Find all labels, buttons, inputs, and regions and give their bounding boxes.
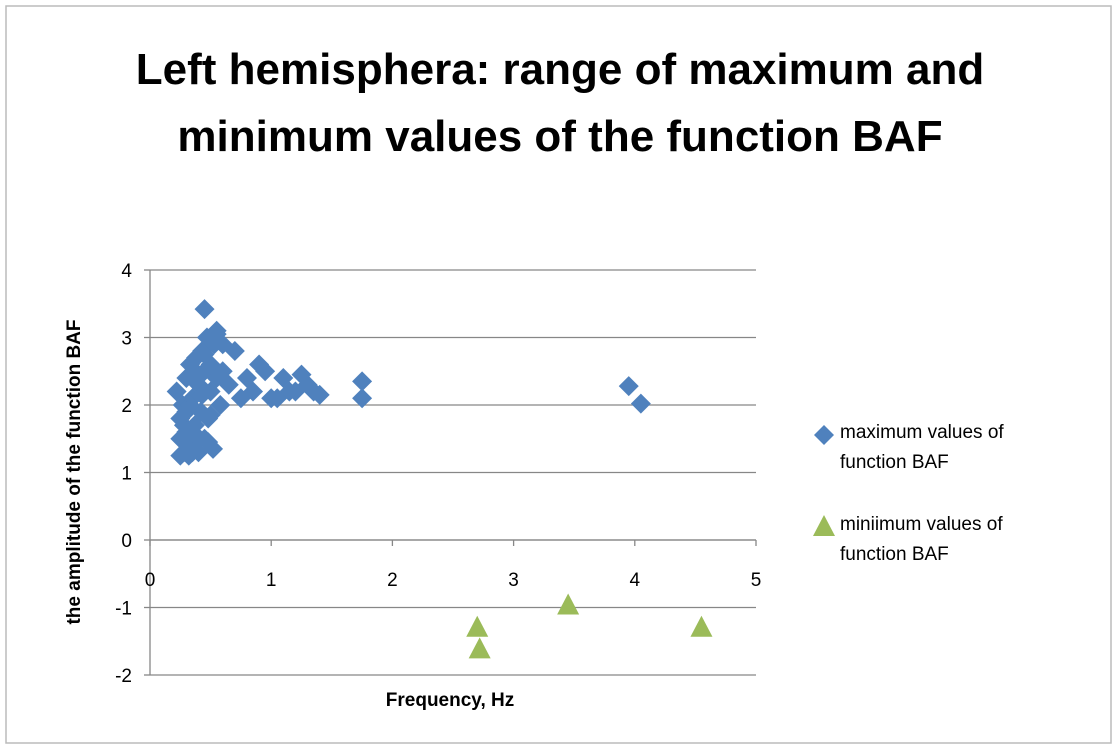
y-tick-label: 0 xyxy=(121,531,132,552)
x-tick-label: 3 xyxy=(508,570,519,591)
point xyxy=(309,384,330,405)
point xyxy=(194,299,215,320)
point xyxy=(690,615,713,637)
y-tick-label: -2 xyxy=(115,666,132,687)
x-tick-label: 2 xyxy=(387,570,398,591)
point xyxy=(173,415,194,436)
point xyxy=(224,341,245,361)
point xyxy=(267,388,288,409)
point xyxy=(176,401,197,422)
legend-label: maximum values of function BAF xyxy=(840,422,1004,473)
y-tick-label: 4 xyxy=(121,261,132,282)
legend-marker xyxy=(814,425,834,445)
x-tick-label: 5 xyxy=(751,570,762,591)
point xyxy=(352,388,373,409)
chart-title: Left hemisphera: range of maximum and mi… xyxy=(135,45,985,161)
x-axis-title: Frequency, Hz xyxy=(386,690,514,711)
point xyxy=(557,593,580,615)
legend-label: miniimum values of function BAF xyxy=(840,514,1003,565)
point xyxy=(468,637,491,659)
point xyxy=(285,381,306,402)
x-tick-label: 4 xyxy=(630,570,641,591)
point xyxy=(243,381,264,402)
legend-marker xyxy=(813,515,835,536)
y-axis-title: the amplitude of the function BAF xyxy=(64,319,85,624)
x-tick-label: 1 xyxy=(266,570,277,591)
point xyxy=(218,374,239,395)
point xyxy=(255,361,276,382)
legend-item: miniimum values of function BAF xyxy=(812,510,1102,570)
point xyxy=(630,393,651,414)
point xyxy=(188,364,209,385)
point xyxy=(210,395,231,415)
point xyxy=(466,615,489,637)
point xyxy=(198,432,219,453)
y-tick-label: -1 xyxy=(115,599,132,620)
legend-symbol xyxy=(813,515,835,536)
legend-symbol xyxy=(814,425,834,445)
point xyxy=(170,445,191,466)
y-tick-label: 2 xyxy=(121,396,132,417)
point xyxy=(194,344,215,365)
x-tick-label: 0 xyxy=(145,570,156,591)
legend-item: maximum values of function BAF xyxy=(812,418,1102,478)
point xyxy=(618,376,639,397)
point xyxy=(192,384,213,405)
y-tick-label: 3 xyxy=(121,329,132,350)
point xyxy=(352,371,373,392)
y-tick-label: 1 xyxy=(121,464,132,485)
